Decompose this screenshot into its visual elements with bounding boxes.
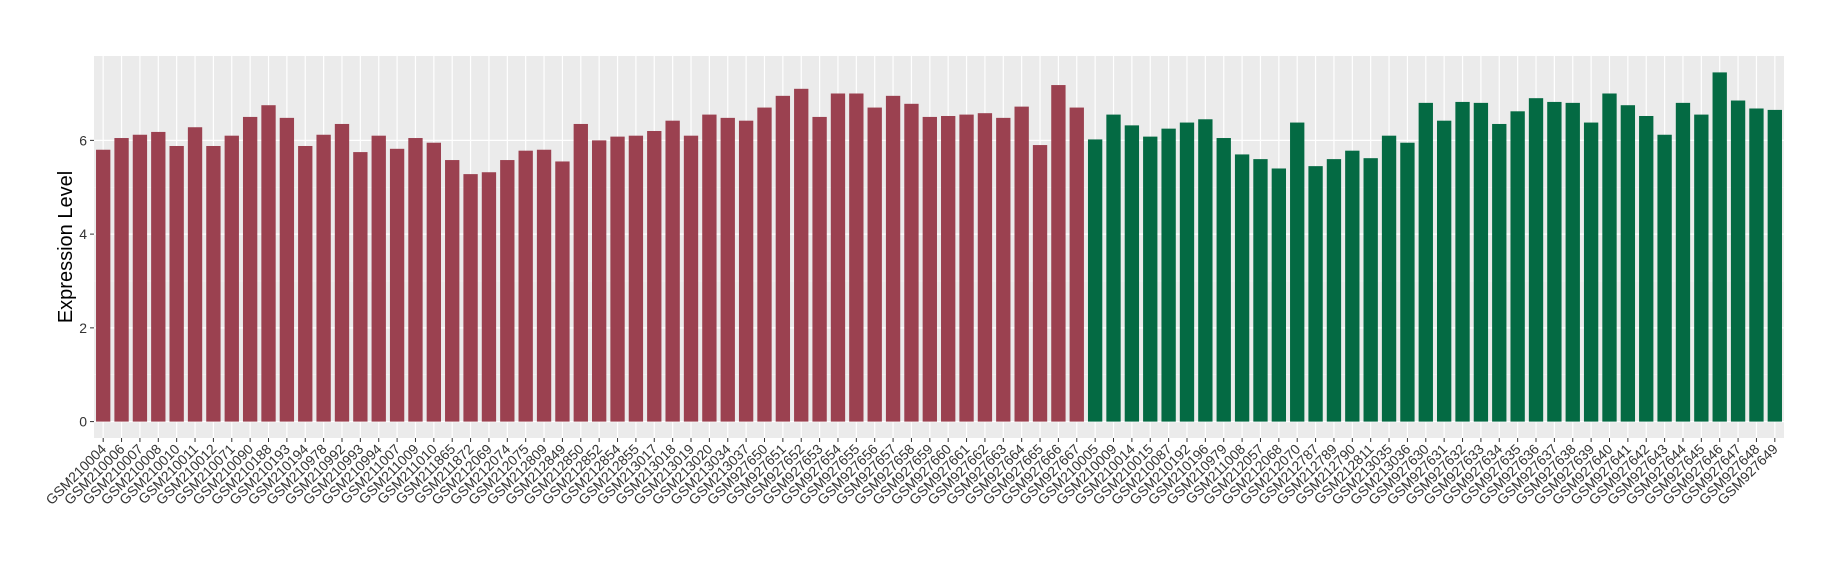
bar (187, 127, 203, 422)
bar (1087, 139, 1103, 422)
bar (1308, 166, 1323, 422)
bar (536, 149, 552, 422)
bar (1032, 145, 1048, 422)
y-tick-label: 6 (79, 132, 87, 148)
bar (224, 135, 239, 422)
bar (977, 113, 993, 422)
bar (1363, 158, 1378, 422)
bar (647, 130, 662, 422)
bar (463, 174, 478, 422)
bar (904, 103, 919, 422)
bar (500, 160, 515, 422)
bar (720, 117, 735, 422)
y-tick-label: 4 (79, 226, 87, 242)
bar (96, 149, 111, 422)
bar (665, 120, 680, 422)
bar (316, 134, 331, 422)
bar (298, 145, 313, 422)
bar (1473, 102, 1489, 422)
bar (1400, 142, 1415, 422)
bar (1143, 136, 1158, 422)
bar (775, 95, 791, 422)
bar (1290, 122, 1305, 422)
bar (702, 114, 717, 422)
bar (1014, 106, 1029, 422)
bar (426, 142, 442, 422)
bar (1639, 115, 1654, 422)
bar (206, 145, 221, 422)
bar (610, 136, 625, 422)
bar (1161, 128, 1176, 422)
bar (885, 95, 901, 422)
y-tick-label: 2 (79, 320, 87, 336)
bar (334, 123, 350, 422)
bar (481, 172, 497, 422)
bar (1528, 98, 1544, 422)
bar (1602, 93, 1617, 422)
bar (794, 88, 809, 422)
bar (518, 150, 533, 422)
bar (279, 117, 295, 422)
bar (867, 107, 882, 422)
bar (1124, 125, 1140, 422)
bar (812, 116, 827, 422)
bar (628, 135, 644, 422)
bar (555, 161, 570, 422)
bar (1767, 109, 1782, 422)
bar (1381, 135, 1397, 422)
bar (114, 138, 129, 422)
bar (1712, 72, 1727, 422)
bar (1345, 150, 1360, 422)
bar (996, 117, 1011, 422)
bar (573, 123, 588, 422)
bar (169, 145, 184, 422)
bar (1675, 102, 1691, 422)
bar (151, 131, 166, 422)
bar (1253, 159, 1268, 422)
y-tick-label: 0 (79, 414, 87, 430)
bar (830, 93, 846, 422)
bar (1069, 107, 1084, 422)
bar (1179, 122, 1195, 422)
bar (408, 138, 423, 422)
bar (1455, 101, 1470, 422)
bar (922, 116, 937, 422)
bar (353, 152, 368, 422)
bar (683, 135, 699, 422)
bar (1271, 168, 1287, 422)
bar (1730, 100, 1746, 422)
bar (1216, 138, 1231, 422)
bar (1418, 102, 1433, 422)
bar (1510, 111, 1525, 422)
bar (591, 140, 607, 422)
bar (1694, 114, 1709, 422)
bar (1051, 85, 1066, 422)
bar (132, 134, 148, 422)
bar (1657, 134, 1672, 422)
bar (242, 116, 258, 422)
bar (1547, 101, 1562, 422)
bar (1436, 120, 1452, 422)
bar (1106, 114, 1121, 422)
y-axis-label: Expression Level (55, 171, 77, 323)
bar (1492, 123, 1507, 422)
bar (941, 115, 956, 422)
bar (1326, 159, 1342, 422)
bar (757, 107, 772, 422)
bar (445, 160, 460, 422)
bar (1198, 119, 1213, 422)
bar (1583, 122, 1599, 422)
bar (1234, 154, 1250, 422)
bar (371, 135, 386, 422)
bar (1749, 108, 1764, 422)
bar (1565, 102, 1580, 422)
bar (389, 148, 405, 422)
bar (738, 120, 754, 422)
bar (849, 93, 864, 422)
bar (261, 105, 276, 422)
bar (959, 114, 974, 422)
bar (1620, 105, 1636, 422)
